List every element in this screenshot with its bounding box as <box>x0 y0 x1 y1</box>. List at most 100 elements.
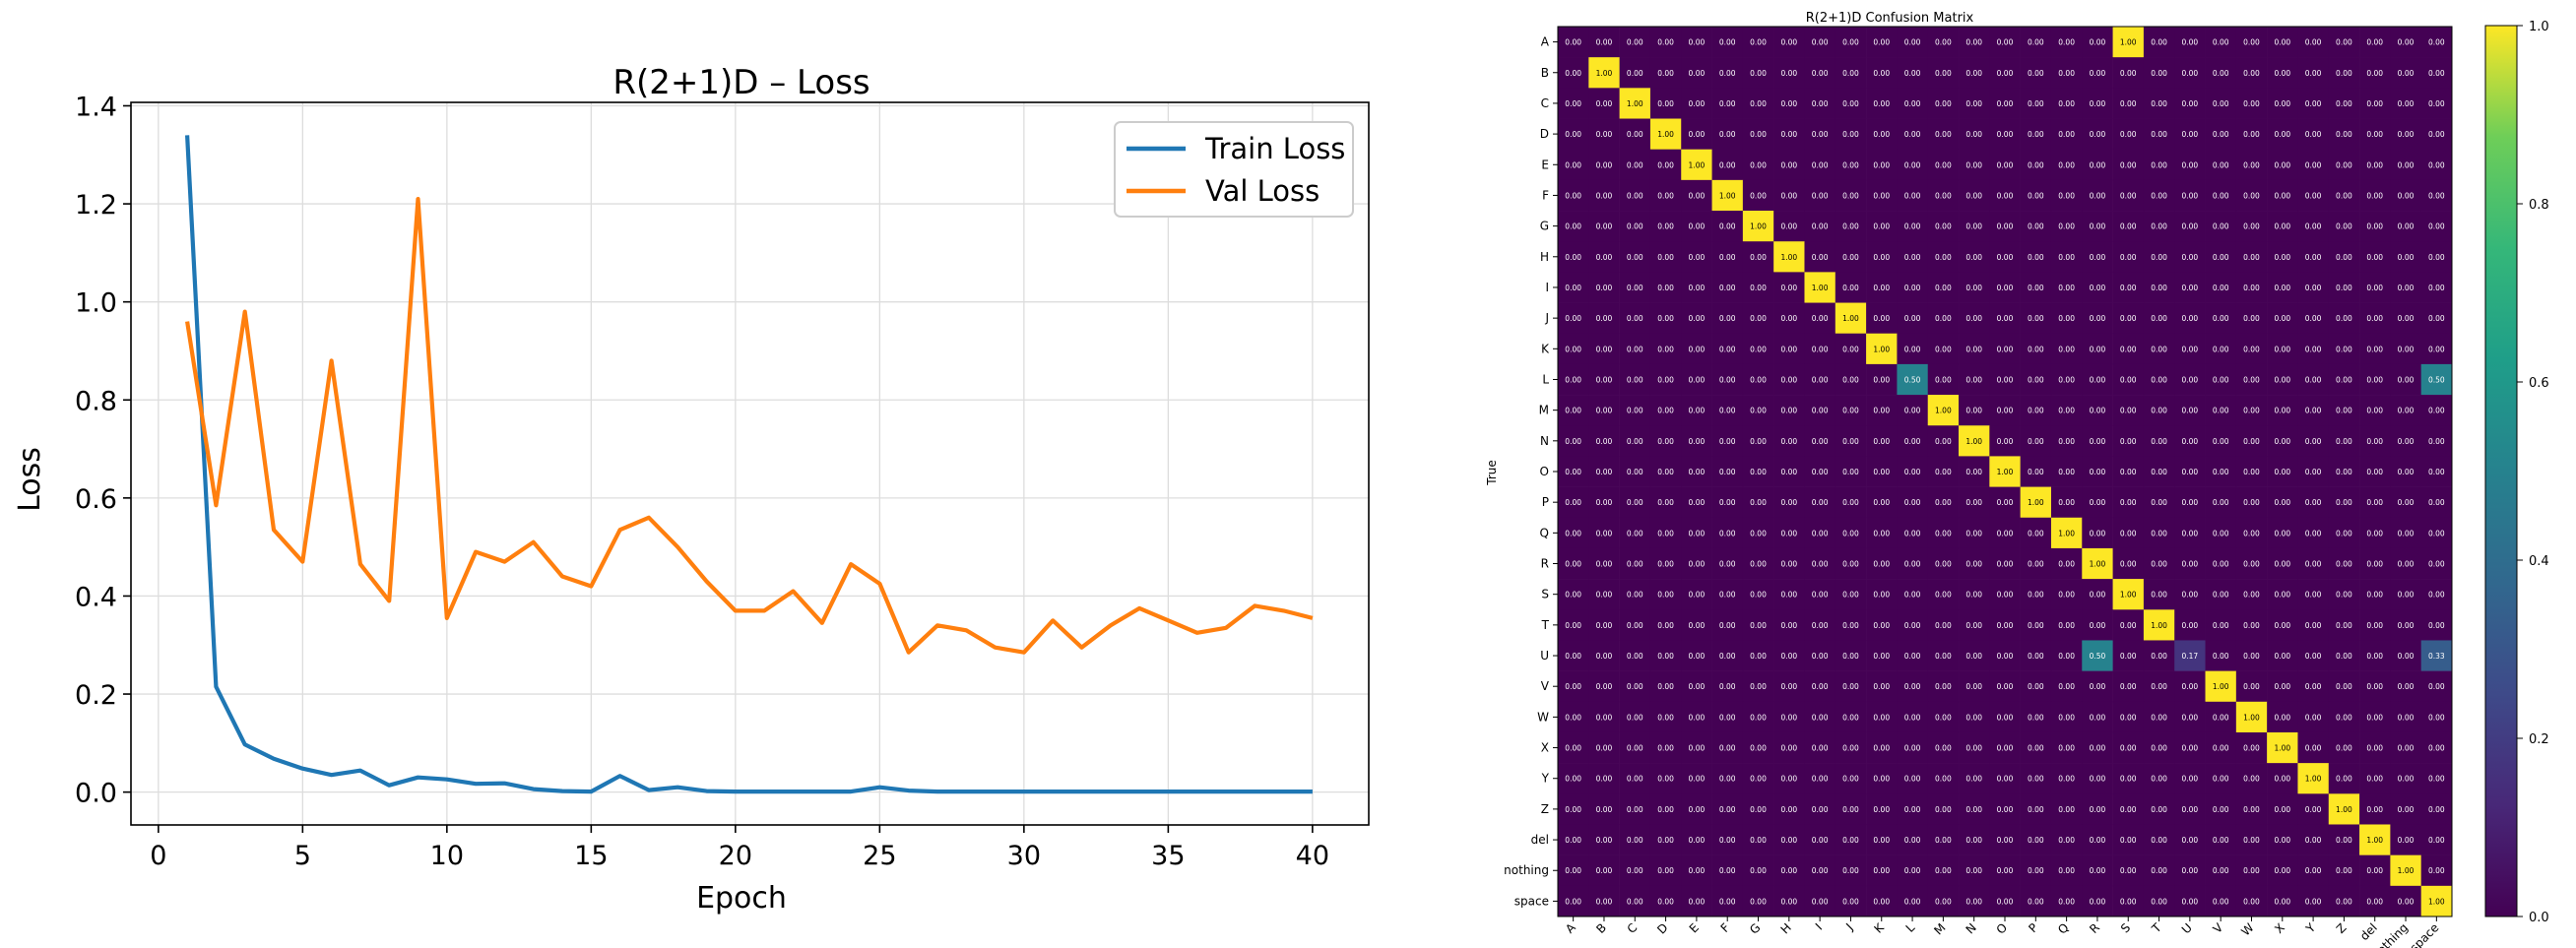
cm-cell-value: 0.00 <box>2213 591 2229 600</box>
cm-cell <box>1897 854 1929 887</box>
cm-cell <box>2328 763 2360 794</box>
cm-cell-value: 0.00 <box>2398 744 2415 753</box>
cm-cell <box>1897 670 1929 703</box>
cm-cell-value: 0.00 <box>2182 99 2199 108</box>
cm-cell-value: 0.00 <box>2243 529 2260 537</box>
cm-cell <box>2082 670 2113 703</box>
cm-cell-value: 0.00 <box>2182 375 2199 384</box>
loss-axes: 0 5 10 15 20 25 30 35 400.00.20.40.60.81.01.21.4 <box>75 92 1370 871</box>
cm-cell <box>1588 272 1620 303</box>
cm-cell <box>1649 670 1682 703</box>
cm-cell <box>1742 609 1774 641</box>
cm-cell <box>2420 854 2453 887</box>
cm-cell <box>1866 149 1898 181</box>
cm-cell <box>2359 88 2391 119</box>
cm-cell <box>2050 272 2083 303</box>
cm-cell <box>1773 579 1805 610</box>
cm-cell-value: 0.00 <box>1657 314 1674 323</box>
cm-cell <box>2267 731 2298 764</box>
cm-cell-value: 0.00 <box>1750 652 1767 661</box>
cm-cell <box>2020 211 2052 242</box>
cm-cell <box>1804 731 1836 764</box>
cm-cell-value: 0.00 <box>2028 314 2044 323</box>
cm-cell-value: 0.00 <box>2305 69 2322 78</box>
cm-cell-value: 0.00 <box>1842 38 1859 47</box>
cm-cell <box>2359 149 2391 181</box>
cm-cell-value: 0.00 <box>2336 407 2352 415</box>
cm-cell <box>2328 57 2360 89</box>
cm-cell-value: 0.00 <box>2428 529 2445 537</box>
cm-cell-value: 0.00 <box>2366 621 2383 630</box>
cm-cell <box>2420 640 2453 671</box>
cm-cell-value: 0.00 <box>1780 284 1797 292</box>
cm-cell <box>1866 302 1898 335</box>
cm-cell <box>2205 211 2237 242</box>
cm-cell <box>1989 609 2021 641</box>
cm-cell-value: 0.00 <box>1780 713 1797 722</box>
cm-cell-value: 0.00 <box>1842 529 1859 537</box>
cm-cell <box>2112 272 2145 303</box>
cm-cell <box>1558 27 1589 58</box>
cm-cell-value: 0.00 <box>2305 897 2322 906</box>
cm-cell <box>1866 670 1898 703</box>
cm-x-tick-label: T <box>2149 920 2164 936</box>
cm-cell-value: 0.00 <box>2090 375 2106 384</box>
cm-cell <box>2205 179 2237 212</box>
cm-cell-value: 0.00 <box>2243 375 2260 384</box>
cm-cell <box>1773 701 1805 733</box>
cm-cell-value: 0.00 <box>2428 437 2445 446</box>
cm-cell <box>2050 241 2083 273</box>
cm-cell <box>2082 824 2113 855</box>
cm-cell <box>2328 517 2360 549</box>
cm-cell <box>1681 57 1712 89</box>
cm-cell <box>1649 701 1682 733</box>
cm-cell <box>1619 27 1651 58</box>
cm-cell-value: 0.00 <box>2243 652 2260 661</box>
cm-cell-value: 0.00 <box>2151 375 2167 384</box>
cm-cell-value: 0.00 <box>2120 222 2137 231</box>
cm-cell <box>1804 517 1836 549</box>
cm-cell-value: 0.00 <box>1842 744 1859 753</box>
cm-cell-value: 0.00 <box>1935 682 1952 691</box>
cm-cell <box>1588 609 1620 641</box>
cm-cell-value: 0.00 <box>1997 407 2014 415</box>
cm-cell-value: 0.00 <box>1627 375 1643 384</box>
cm-cell-value: 1.00 <box>2120 591 2137 600</box>
cm-cell-value: 0.00 <box>1842 682 1859 691</box>
cm-cell-value: 1.00 <box>2120 38 2137 47</box>
loss-x-tick-label: 10 <box>430 841 464 871</box>
cm-cell <box>2143 179 2175 212</box>
cm-cell-value: 0.00 <box>1904 437 1921 446</box>
cm-cell-value: 0.00 <box>2120 529 2137 537</box>
cm-cell-value: 0.00 <box>1842 498 1859 507</box>
cm-cell-value: 0.00 <box>2213 160 2229 169</box>
cm-cell <box>1742 395 1774 426</box>
cm-cell <box>1835 701 1867 733</box>
cm-x-tick-label: U <box>2179 920 2195 936</box>
cm-cell-value: 0.00 <box>2336 591 2352 600</box>
cm-cell <box>2020 640 2052 671</box>
cm-cell <box>1773 272 1805 303</box>
cm-cell <box>2359 211 2391 242</box>
cm-cell <box>1773 731 1805 764</box>
cm-cell <box>2420 609 2453 641</box>
cm-cell-value: 0.00 <box>2428 560 2445 569</box>
cm-cell <box>2112 824 2145 855</box>
cm-cell-value: 0.00 <box>1750 866 1767 875</box>
cm-cell-value: 1.00 <box>1719 191 1736 200</box>
cm-cell-value: 0.00 <box>1596 222 1613 231</box>
cm-cell <box>2082 425 2113 457</box>
cm-cell <box>1927 486 1960 519</box>
cm-cell <box>2020 333 2052 365</box>
cm-cell-value: 0.00 <box>2336 529 2352 537</box>
cm-cell <box>2267 824 2298 855</box>
cm-cell <box>1588 701 1620 733</box>
cm-cell-value: 0.00 <box>1596 682 1613 691</box>
loss-y-tick-label: 1.0 <box>75 288 117 319</box>
cm-cell-value: 0.00 <box>1997 591 2014 600</box>
cm-cell-value: 0.00 <box>2028 407 2044 415</box>
cm-cell <box>2297 363 2330 396</box>
cm-cell-value: 0.00 <box>2428 744 2445 753</box>
cm-cell <box>1866 701 1898 733</box>
cm-cell-value: 0.00 <box>1596 375 1613 384</box>
